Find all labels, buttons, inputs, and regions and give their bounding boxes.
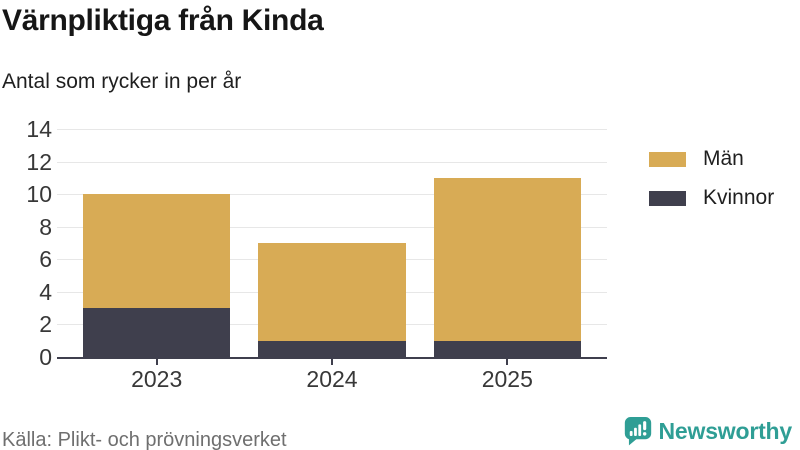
- legend-label: Män: [703, 147, 744, 170]
- bar-segment-män-2023: [83, 194, 231, 309]
- y-axis-tick-label: 2: [39, 311, 52, 338]
- source-note: Källa: Plikt- och prövningsverket: [2, 429, 287, 450]
- x-axis-tick: [155, 359, 158, 365]
- bar-segment-kvinnor-2023: [83, 308, 231, 357]
- bar-segment-kvinnor-2025: [433, 340, 581, 357]
- legend-item-kvinnor: Kvinnor: [649, 186, 774, 210]
- legend-swatch: [649, 151, 686, 167]
- chart-subtitle: Antal som rycker in per år: [2, 70, 242, 93]
- newsworthy-brand: Newsworthy: [624, 416, 792, 446]
- x-axis-tick-label: 2025: [481, 366, 533, 392]
- gridline: [57, 194, 607, 196]
- x-axis-tick: [506, 359, 509, 365]
- x-axis-tick-label: 2023: [131, 366, 183, 392]
- gridline: [57, 226, 607, 228]
- gridline: [57, 129, 607, 130]
- legend-label: Kvinnor: [703, 186, 775, 209]
- legend-swatch: [649, 190, 686, 206]
- y-axis-tick-label: 6: [39, 246, 52, 273]
- y-axis-tick-label: 10: [26, 181, 52, 208]
- chart-legend: Män Kvinnor: [649, 147, 774, 225]
- bar-segment-kvinnor-2024: [258, 340, 406, 357]
- y-axis-tick-label: 0: [39, 344, 52, 370]
- bar-segment-män-2025: [433, 177, 581, 341]
- newsworthy-icon: [624, 417, 651, 446]
- gridline: [57, 161, 607, 163]
- y-axis-tick-label: 4: [39, 278, 52, 305]
- y-axis-tick-label: 8: [39, 213, 52, 240]
- newsworthy-wordmark: Newsworthy: [658, 417, 793, 444]
- legend-item-män: Män: [649, 147, 774, 171]
- y-axis-tick-label: 12: [26, 148, 52, 175]
- chart-title: Värnpliktiga från Kinda: [2, 4, 324, 37]
- plot-area: [57, 129, 607, 359]
- bar-segment-män-2024: [258, 243, 406, 341]
- y-axis-tick-label: 14: [26, 116, 52, 142]
- x-axis-tick-label: 2024: [306, 366, 358, 392]
- x-axis-tick: [331, 359, 333, 365]
